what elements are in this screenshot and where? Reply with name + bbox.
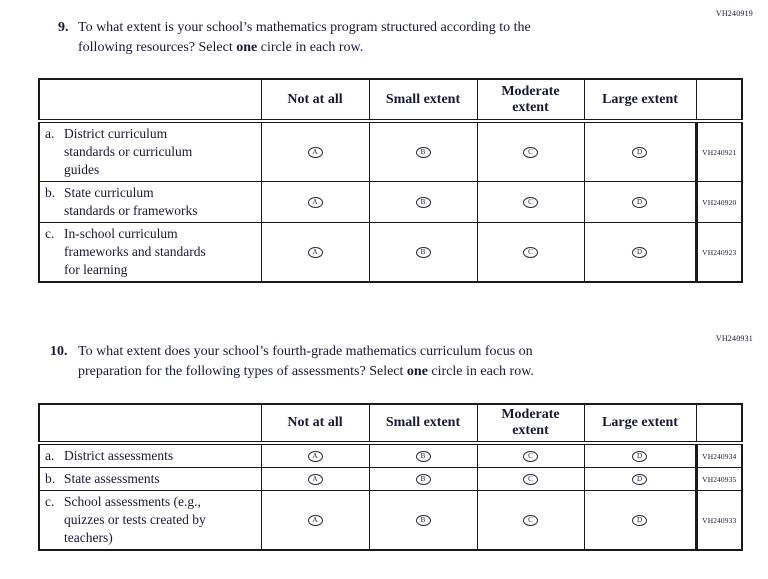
row-code: VH240934 [694,442,743,468]
header-large-extent: Large extent [583,403,697,445]
question-9-accession-code: VH240919 [715,9,753,18]
row-label-text: State curriculum standards or frameworks [64,185,198,218]
header-not-at-all: Not at all [260,403,370,445]
answer-circle-a[interactable]: A [307,146,323,158]
table-row: c. School assessments (e.g., quizzes or t… [38,490,743,551]
question-10-accession-code: VH240931 [715,334,753,343]
table-row: b. State assessments A B C D VH240935 [38,467,743,491]
row-letter: b. [45,185,56,200]
question-10-number: 10. [50,344,68,359]
answer-circle-a[interactable]: A [307,196,323,208]
answer-circle-a[interactable]: A [307,246,323,258]
header-moderate-extent: Moderate extent [476,78,585,123]
row-label: b. State curriculum standards or framewor… [38,181,262,223]
header-large-extent: Large extent [583,78,697,123]
row-letter: c. [45,494,55,509]
row-label: b. State assessments [38,467,262,491]
header-row: Not at all Small extent Moderate extent … [38,78,743,123]
header-empty-cell [38,403,262,445]
answer-circle-d[interactable]: D [632,196,647,208]
answer-circle-b[interactable]: B [415,196,431,208]
table-row: a. District assessments A B C D VH240934 [38,442,743,468]
row-letter: b. [45,471,56,486]
answer-circle-d[interactable]: D [632,146,647,158]
row-code: VH240935 [694,467,743,491]
row-letter: a. [45,448,55,463]
answer-circle-b[interactable]: B [415,246,431,258]
row-label-text: District curriculum standards or curricul… [64,126,193,177]
row-label: c. In-school curriculum frameworks and st… [38,222,262,283]
row-code: VH240923 [694,222,743,283]
header-empty-cell [38,78,262,123]
header-code-cell [695,78,743,123]
row-label-text: District assessments [64,448,174,463]
row-label: a. District curriculum standards or curri… [38,120,262,182]
table-row: a. District curriculum standards or curri… [38,120,743,182]
row-code: VH240920 [694,181,743,223]
header-small-extent: Small extent [368,403,478,445]
answer-circle-d[interactable]: D [632,514,647,526]
answer-circle-c[interactable]: C [523,450,538,462]
answer-circle-a[interactable]: A [307,473,323,485]
row-label: c. School assessments (e.g., quizzes or t… [38,490,262,551]
question-9-prompt: To what extent is your school’s mathemat… [78,20,531,55]
answer-circle-b[interactable]: B [415,450,431,462]
row-label-text: School assessments (e.g., quizzes or test… [64,494,206,545]
question-9-text: 9. To what extent is your school’s mathe… [58,18,658,57]
header-not-at-all: Not at all [260,78,370,123]
header-code-cell [695,403,743,445]
answer-circle-d[interactable]: D [632,450,647,462]
answer-circle-b[interactable]: B [415,514,431,526]
answer-circle-c[interactable]: C [523,473,538,485]
answer-circle-c[interactable]: C [523,146,538,158]
row-code: VH240933 [694,490,743,551]
table-row: b. State curriculum standards or framewor… [38,181,743,223]
answer-circle-c[interactable]: C [523,196,538,208]
answer-circle-b[interactable]: B [415,473,431,485]
question-10-prompt: To what extent does your school’s fourth… [78,344,534,379]
row-letter: c. [45,226,55,241]
header-small-extent: Small extent [368,78,478,123]
answer-circle-c[interactable]: C [523,514,538,526]
header-moderate-extent: Moderate extent [476,403,585,445]
question-10-response-table: Not at all Small extent Moderate extent … [38,403,743,551]
row-label-text: In-school curriculum frameworks and stand… [64,226,206,277]
answer-circle-d[interactable]: D [632,473,647,485]
answer-circle-d[interactable]: D [632,246,647,258]
answer-circle-b[interactable]: B [415,146,431,158]
question-9-number: 9. [58,20,69,35]
row-code: VH240921 [694,120,743,182]
row-letter: a. [45,126,55,141]
question-9-response-table: Not at all Small extent Moderate extent … [38,78,743,283]
table-row: c. In-school curriculum frameworks and st… [38,222,743,283]
row-label-text: State assessments [64,471,160,486]
header-row: Not at all Small extent Moderate extent … [38,403,743,445]
answer-circle-c[interactable]: C [523,246,538,258]
question-10-text: 10. To what extent does your school’s fo… [50,342,670,381]
answer-circle-a[interactable]: A [307,450,323,462]
answer-circle-a[interactable]: A [307,514,323,526]
row-label: a. District assessments [38,442,262,468]
